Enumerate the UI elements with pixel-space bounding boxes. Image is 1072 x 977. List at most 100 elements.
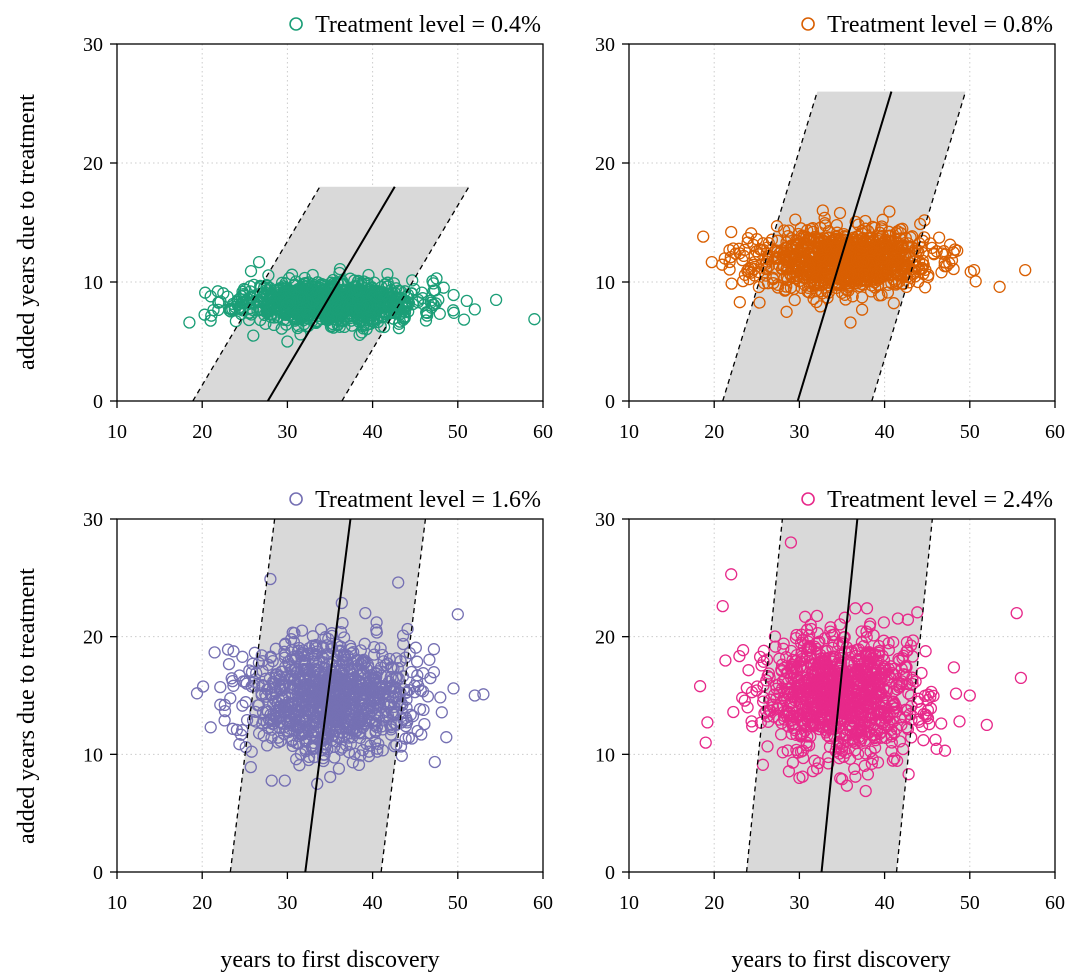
y-tick-label: 10 xyxy=(595,272,615,294)
data-point xyxy=(797,751,810,765)
data-point xyxy=(750,233,763,246)
data-point xyxy=(820,240,833,253)
data-point xyxy=(929,733,942,747)
data-point xyxy=(784,536,798,549)
data-point xyxy=(258,308,271,322)
data-point xyxy=(265,774,278,787)
data-point xyxy=(725,225,738,239)
data-point xyxy=(371,742,384,755)
data-point xyxy=(901,644,914,657)
data-point xyxy=(345,724,359,737)
data-point xyxy=(885,744,898,758)
data-point xyxy=(723,244,736,257)
data-point xyxy=(815,712,828,725)
y-axis-label-top: added years due to treatment xyxy=(14,94,40,370)
x-tick-label: 50 xyxy=(960,892,980,914)
data-point xyxy=(1019,263,1032,277)
data-point xyxy=(736,274,750,288)
data-point xyxy=(351,293,364,306)
data-point xyxy=(342,682,356,695)
x-tick-label: 40 xyxy=(875,421,895,443)
data-point xyxy=(871,756,885,769)
data-point xyxy=(225,672,238,685)
legend-marker xyxy=(801,17,815,31)
data-point xyxy=(331,277,345,290)
data-point xyxy=(901,261,914,275)
data-point xyxy=(204,721,217,734)
data-point xyxy=(800,736,813,749)
data-point xyxy=(727,705,740,719)
data-point xyxy=(214,698,227,711)
legend-label: Treatment level = 0.4% xyxy=(315,12,541,38)
legend-label: Treatment level = 1.6% xyxy=(315,487,541,513)
data-point xyxy=(376,648,389,662)
data-point xyxy=(906,677,919,691)
data-point xyxy=(873,226,886,239)
data-point xyxy=(307,294,320,308)
data-point xyxy=(736,691,749,704)
data-point xyxy=(760,705,773,718)
data-point xyxy=(447,288,460,302)
data-point xyxy=(391,661,404,675)
data-point xyxy=(862,674,875,688)
data-point xyxy=(935,717,948,730)
data-point xyxy=(953,715,966,728)
data-point xyxy=(762,237,775,250)
data-point xyxy=(741,264,754,277)
x-axis-label-right: years to first discovery xyxy=(731,947,950,973)
data-point xyxy=(240,677,253,690)
data-point xyxy=(332,698,345,712)
data-point xyxy=(244,264,258,278)
data-point xyxy=(286,669,300,682)
data-point xyxy=(893,711,907,724)
data-point xyxy=(935,266,948,279)
data-point xyxy=(884,728,898,741)
scatter-points xyxy=(697,204,1032,329)
data-point xyxy=(250,290,263,303)
data-point xyxy=(236,285,249,298)
data-point xyxy=(852,722,865,736)
data-point xyxy=(289,313,302,326)
data-point xyxy=(345,663,359,676)
plot-frame xyxy=(628,43,1056,402)
data-point xyxy=(872,649,885,662)
data-point xyxy=(873,687,886,701)
data-point xyxy=(901,613,915,626)
data-point xyxy=(387,707,400,720)
data-point xyxy=(842,700,855,714)
data-point xyxy=(229,315,243,328)
data-point xyxy=(324,685,337,699)
data-point xyxy=(833,206,847,220)
data-point xyxy=(860,625,873,638)
data-point xyxy=(772,252,785,265)
data-point xyxy=(418,717,431,731)
data-point xyxy=(791,257,805,271)
data-point xyxy=(342,703,356,716)
data-point xyxy=(805,622,818,636)
data-point xyxy=(693,680,707,693)
data-point xyxy=(945,254,959,267)
plot-frame xyxy=(116,518,544,873)
data-point xyxy=(835,236,848,249)
data-point xyxy=(894,227,907,240)
data-point xyxy=(430,272,443,285)
data-point xyxy=(860,669,873,682)
y-tick-label: 0 xyxy=(605,391,615,413)
data-point xyxy=(324,770,337,784)
data-point xyxy=(255,649,268,662)
data-point xyxy=(742,664,755,677)
data-point xyxy=(401,622,414,636)
data-point xyxy=(269,681,282,694)
data-point xyxy=(795,646,808,660)
data-point xyxy=(811,688,824,701)
data-point xyxy=(854,688,867,701)
data-point xyxy=(889,259,902,272)
data-point xyxy=(849,736,862,750)
data-point xyxy=(399,301,413,315)
data-point xyxy=(269,694,282,708)
fit-line xyxy=(304,518,352,873)
data-point xyxy=(317,754,330,768)
data-point xyxy=(359,606,372,620)
data-point xyxy=(817,664,830,677)
